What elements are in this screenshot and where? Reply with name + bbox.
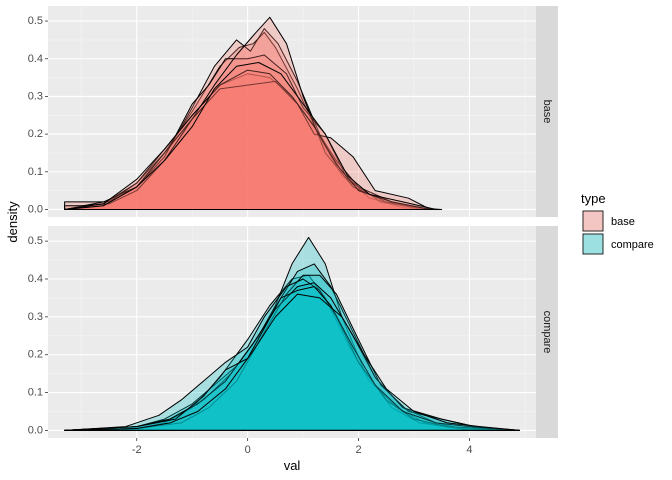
x-tick-label: -2 bbox=[132, 444, 142, 456]
x-tick-label: 4 bbox=[466, 444, 472, 456]
y-tick-label: 0.0 bbox=[28, 203, 43, 215]
density-curve-base-3 bbox=[64, 73, 432, 210]
facet-strip-compare bbox=[536, 226, 558, 438]
y-tick-label: 0.0 bbox=[28, 424, 43, 436]
legend-key-background bbox=[582, 233, 604, 255]
density-curves-compare bbox=[64, 236, 520, 431]
x-tick-label: 0 bbox=[245, 444, 251, 456]
y-tick-label: 0.5 bbox=[28, 235, 43, 247]
y-axis-title: density bbox=[5, 201, 20, 243]
y-tick-label: 0.1 bbox=[28, 166, 43, 178]
y-axis-ticks: 0.0 0.1 0.2 0.3 0.4 0.5 bbox=[28, 235, 48, 436]
y-tick-label: 0.4 bbox=[28, 273, 43, 285]
y-tick-label: 0.4 bbox=[28, 53, 43, 65]
y-tick-label: 0.2 bbox=[28, 128, 43, 140]
density-curve-base-6 bbox=[64, 80, 432, 210]
legend-key-base bbox=[582, 210, 604, 232]
density-curves-base bbox=[64, 16, 443, 210]
facet-strip-label-compare: compare bbox=[541, 311, 553, 354]
y-tick-label: 0.2 bbox=[28, 349, 43, 361]
legend-key-compare bbox=[582, 233, 604, 255]
density-curve-compare-8 bbox=[64, 293, 520, 431]
facet-strip-base bbox=[536, 6, 558, 217]
density-curve-base-7 bbox=[64, 69, 432, 210]
y-tick-label: 0.3 bbox=[28, 311, 43, 323]
y-axis-ticks: 0.0 0.1 0.2 0.3 0.4 0.5 bbox=[28, 15, 48, 215]
density-curve-compare-7 bbox=[64, 286, 520, 431]
legend: type base compare bbox=[581, 191, 654, 255]
density-curve-base-8 bbox=[64, 62, 437, 210]
y-tick-label: 0.3 bbox=[28, 90, 43, 102]
x-axis-title: val bbox=[284, 458, 301, 473]
legend-title: type bbox=[581, 191, 606, 206]
x-axis-ticks: -2 0 2 4 bbox=[132, 438, 473, 456]
legend-label-base: base bbox=[611, 216, 635, 228]
facet-strip-label-base: base bbox=[541, 100, 553, 124]
y-tick-label: 0.1 bbox=[28, 387, 43, 399]
panel-background bbox=[48, 226, 536, 438]
facet-panel-compare: 0.0 0.1 0.2 0.3 0.4 0.5 compare bbox=[28, 226, 558, 438]
y-tick-label: 0.5 bbox=[28, 15, 43, 27]
panel-background bbox=[48, 6, 536, 217]
facet-panel-base: 0.0 0.1 0.2 0.3 0.4 0.5 base bbox=[28, 6, 558, 217]
legend-label-compare: compare bbox=[611, 239, 654, 251]
x-tick-label: 2 bbox=[355, 444, 361, 456]
density-curve-base-4 bbox=[64, 54, 443, 210]
density-curve-compare-5 bbox=[64, 278, 520, 431]
legend-key-background bbox=[582, 210, 604, 232]
